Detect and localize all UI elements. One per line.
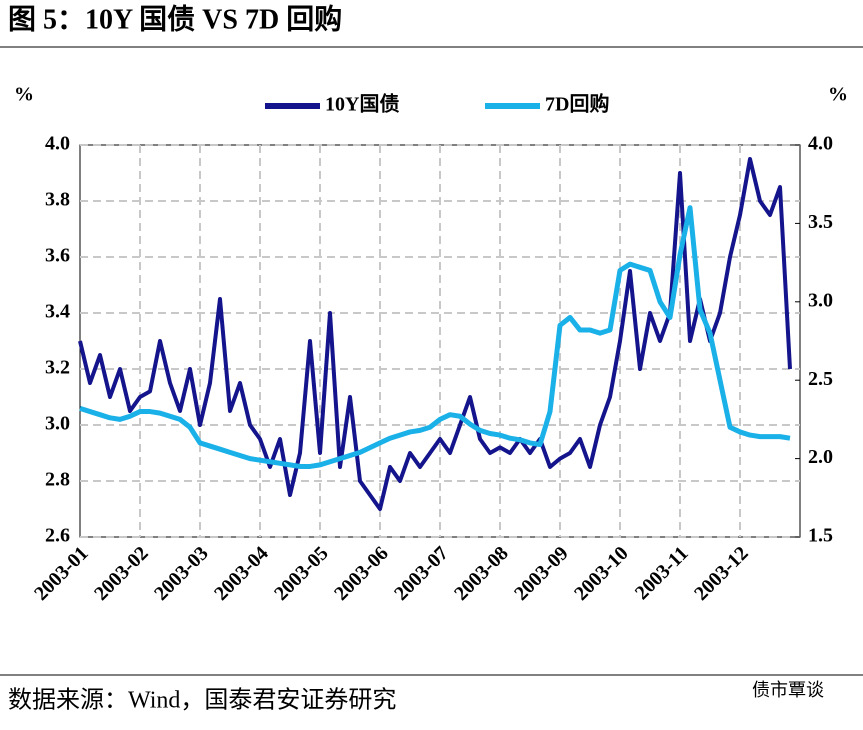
- x-tick-label: 2003-12: [690, 542, 753, 605]
- y-tick-label: 3.6: [45, 245, 70, 267]
- y2-axis-label: %: [828, 84, 848, 106]
- y-axis-label: %: [14, 84, 34, 106]
- x-tick-label: 2003-02: [90, 542, 153, 605]
- y2-tick-label: 2.5: [808, 368, 833, 390]
- watermark: 债市覃谈: [752, 680, 824, 700]
- x-tick-label: 2003-07: [390, 542, 453, 605]
- x-tick-label: 2003-03: [150, 542, 213, 605]
- y-tick-label: 3.4: [45, 301, 70, 323]
- y2-tick-label: 1.5: [808, 525, 833, 547]
- x-tick-label: 2003-01: [30, 542, 93, 605]
- y-tick-label: 3.2: [45, 357, 70, 379]
- y-tick-label: 2.8: [45, 469, 70, 491]
- x-tick-label: 2003-10: [570, 542, 633, 605]
- y2-tick-label: 3.5: [808, 211, 833, 233]
- x-tick-label: 2003-08: [450, 542, 513, 605]
- chart-title: 图 5：10Y 国债 VS 7D 回购: [8, 2, 342, 35]
- y2-tick-label: 2.0: [808, 446, 833, 468]
- line-series: [79, 205, 791, 469]
- y-tick-label: 4.0: [45, 133, 70, 155]
- y2-tick-label: 4.0: [808, 133, 833, 155]
- y-tick-label: 3.0: [45, 413, 70, 435]
- x-tick-label: 2003-05: [270, 542, 333, 605]
- x-tick-label: 2003-09: [510, 542, 573, 605]
- legend-label: 10Y国债: [325, 92, 399, 116]
- x-tick-label: 2003-06: [330, 542, 393, 605]
- y2-tick-label: 3.0: [808, 289, 833, 311]
- x-tick-label: 2003-11: [631, 542, 693, 604]
- y-tick-label: 3.8: [45, 189, 70, 211]
- line-series: [78, 157, 792, 511]
- source: 数据来源：Wind，国泰君安证券研究: [8, 687, 396, 714]
- y-tick-label: 2.6: [45, 525, 70, 547]
- x-tick-label: 2003-04: [210, 542, 273, 605]
- legend-label: 7D回购: [545, 92, 609, 116]
